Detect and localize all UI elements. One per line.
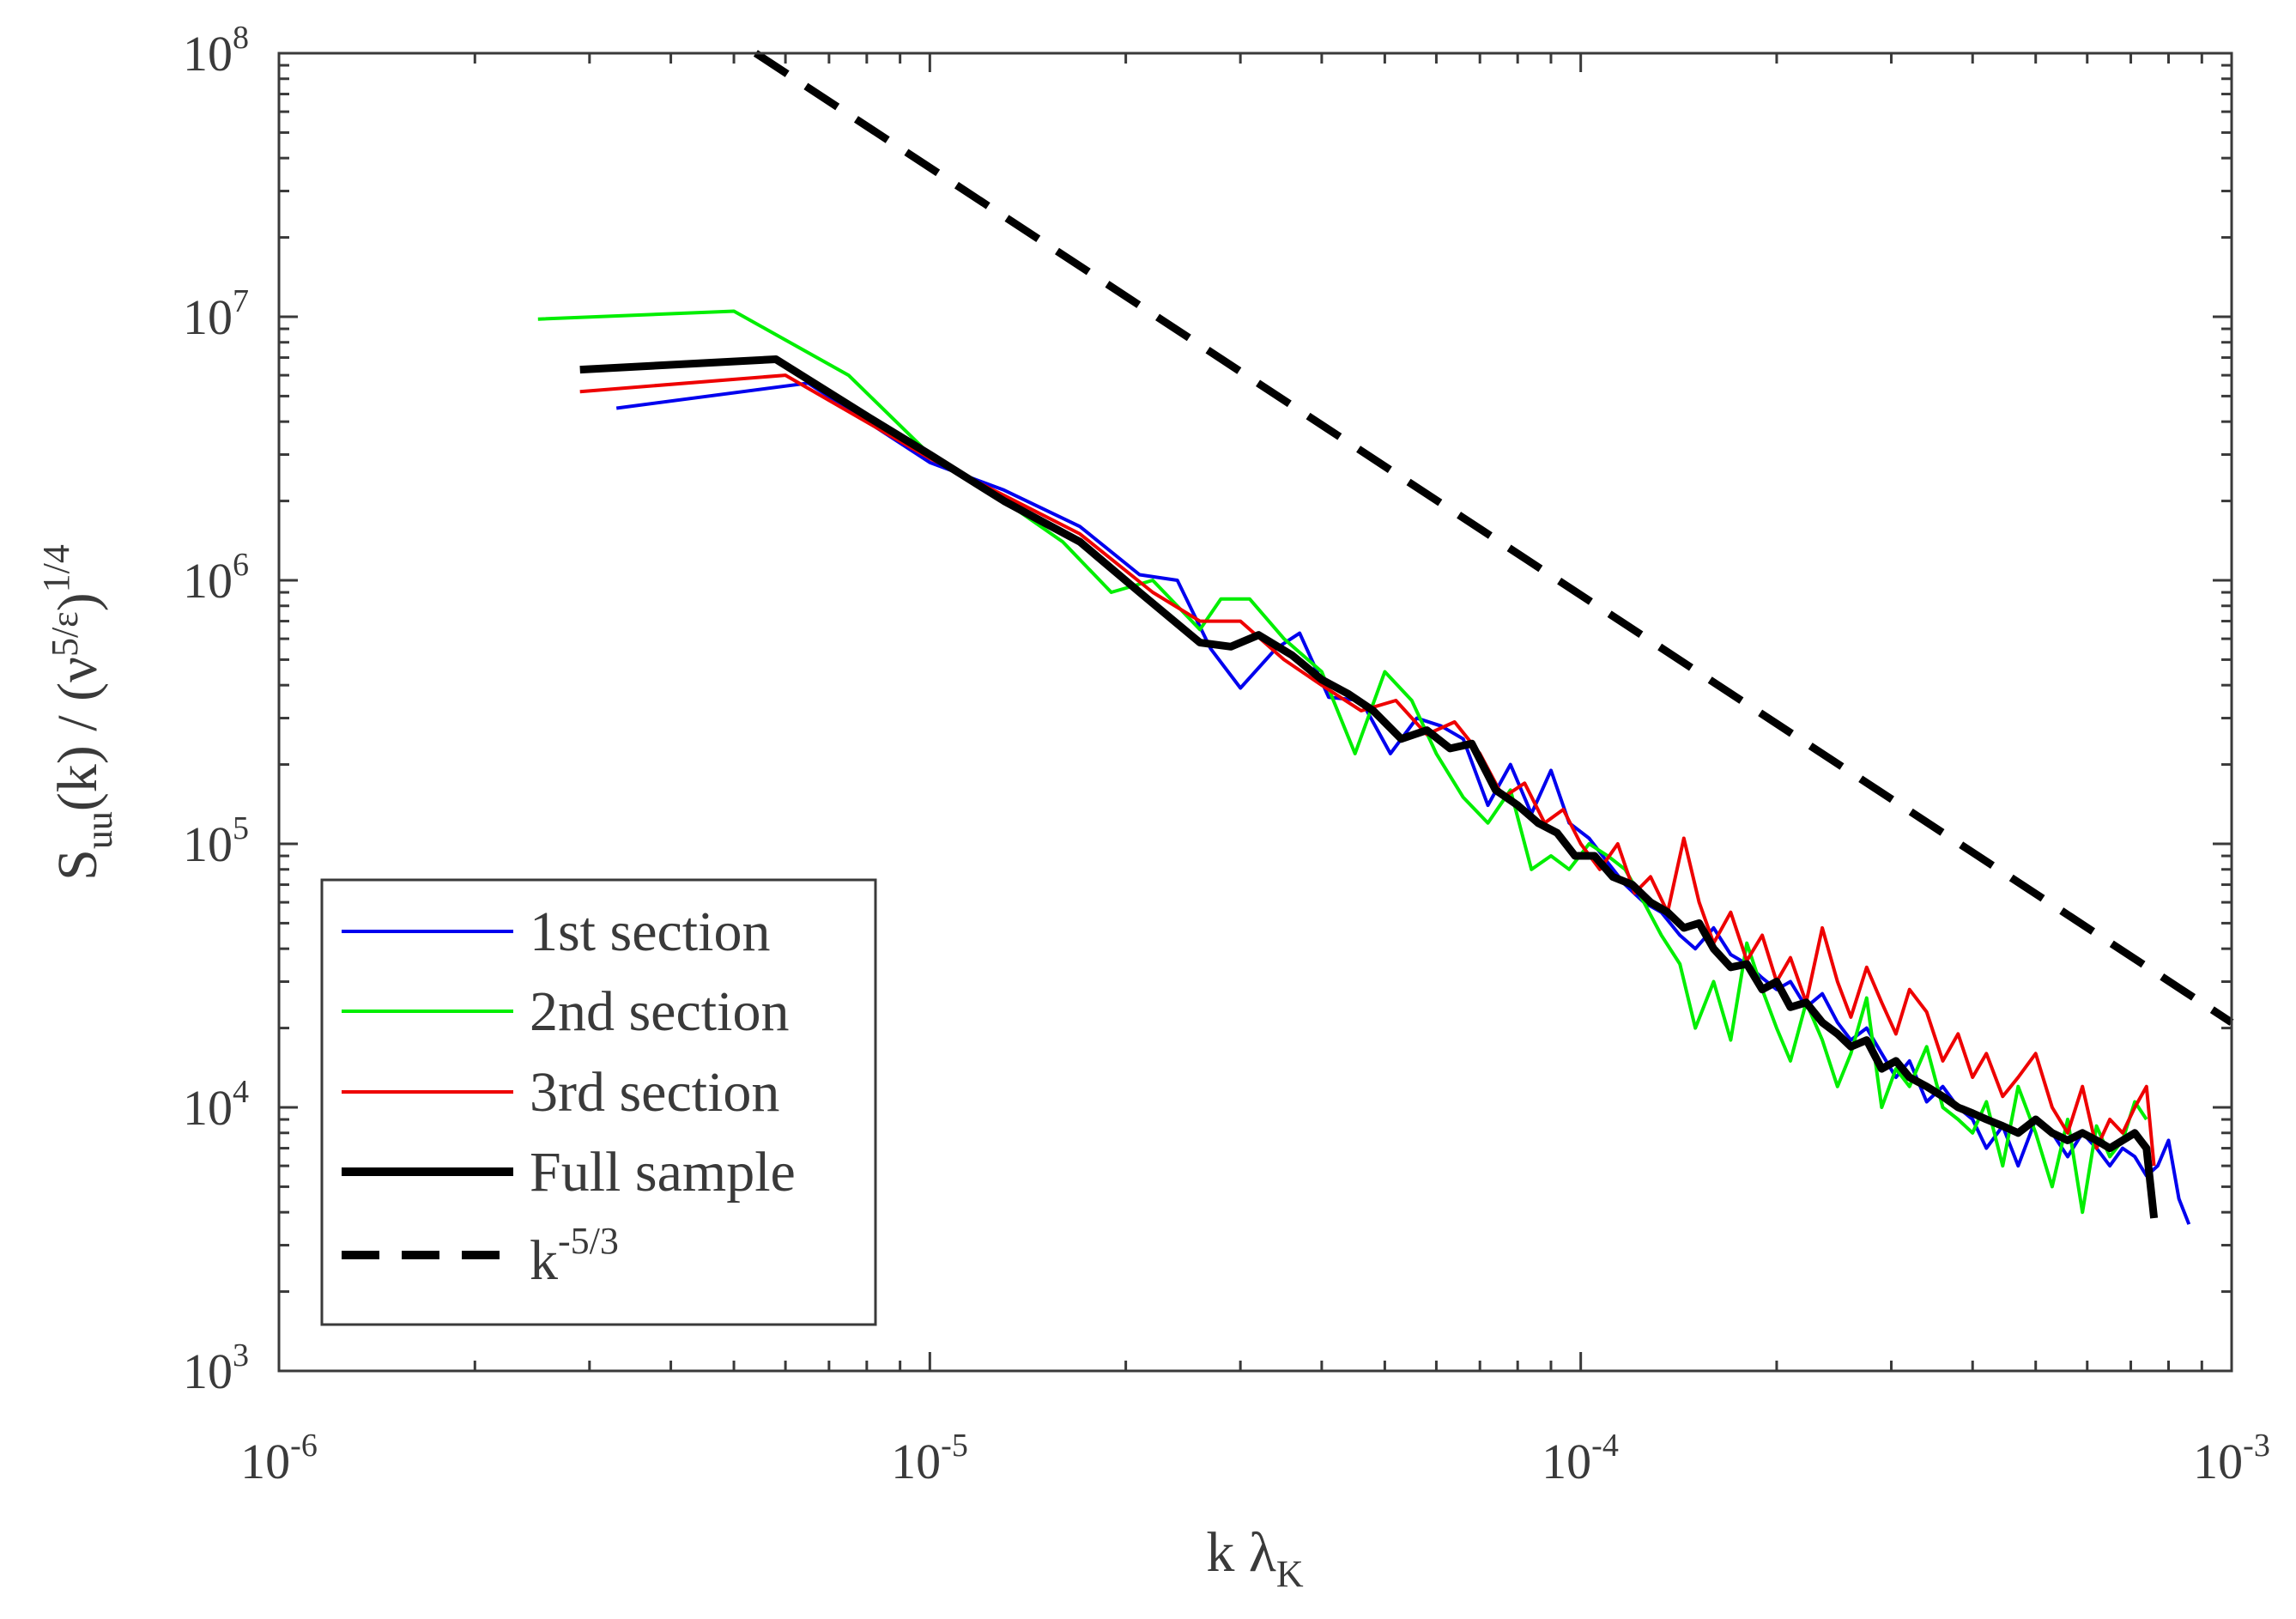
x-tick-label-1e-5: 10-5 bbox=[891, 1428, 968, 1489]
plot-frame bbox=[277, 52, 2233, 1373]
legend-box bbox=[320, 878, 877, 1326]
legend-label-2nd-section: 2nd section bbox=[530, 980, 789, 1043]
x-tick-label-1e-3: 10-3 bbox=[2193, 1428, 2270, 1489]
x-tick-label-1e-6: 10-6 bbox=[240, 1428, 318, 1489]
series-line-3rd-section bbox=[579, 373, 2156, 1167]
legend-label-3rd-section: 3rd section bbox=[530, 1061, 779, 1124]
series-line-k-5-3-reference bbox=[753, 50, 2234, 1026]
y-tick-label-1e6: 106 bbox=[183, 547, 249, 609]
series-line-2nd-section bbox=[537, 309, 2148, 1215]
series-line-full-sample bbox=[579, 355, 2159, 1219]
y-axis-label: Suu(k) / (ν5/ε)1/4 bbox=[35, 544, 120, 881]
x-tick-label-1e-4: 10-4 bbox=[1542, 1428, 1619, 1489]
legend: 1st section 2nd section 3rd section Full… bbox=[320, 878, 877, 1326]
y-tick-label-1e7: 107 bbox=[183, 283, 249, 345]
y-tick-label-1e4: 104 bbox=[183, 1074, 249, 1136]
y-tick-label-1e8: 108 bbox=[183, 20, 249, 82]
series-layer bbox=[537, 50, 2234, 1225]
legend-label-full-sample: Full sample bbox=[530, 1141, 796, 1204]
x-axis-label: k λK bbox=[1206, 1521, 1304, 1595]
tick-marks bbox=[277, 52, 2233, 1373]
legend-label-k-5-3: k-5/3 bbox=[530, 1220, 619, 1292]
legend-label-1st-section: 1st section bbox=[530, 900, 770, 963]
y-tick-label-1e5: 105 bbox=[183, 810, 249, 872]
y-tick-label-1e3: 103 bbox=[183, 1337, 249, 1399]
